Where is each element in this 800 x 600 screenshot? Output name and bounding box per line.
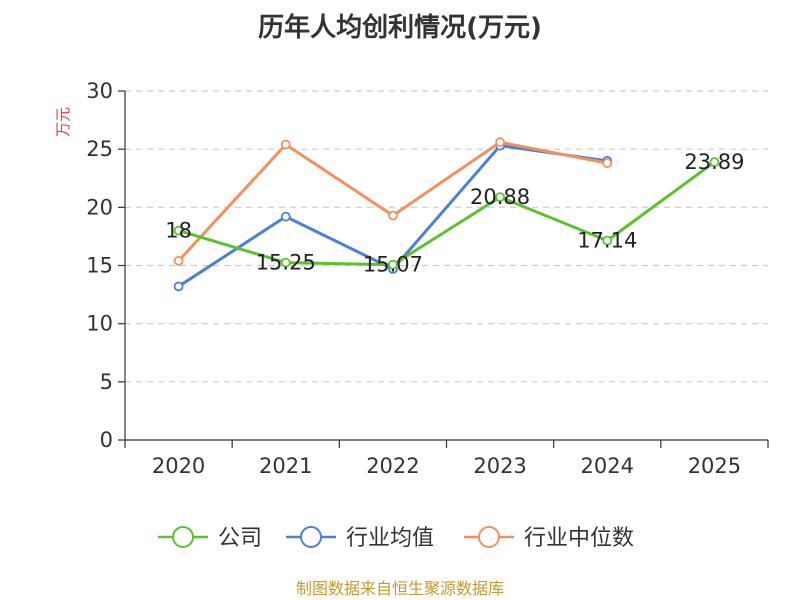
legend-label: 行业中位数 <box>524 526 634 551</box>
data-point-company <box>388 259 398 270</box>
data-label: 15.25 <box>256 251 316 275</box>
series-group <box>173 137 720 292</box>
data-point-company <box>602 235 613 246</box>
data-point-industry_median <box>602 158 613 169</box>
grid-lines <box>125 90 768 383</box>
data-labels: 18 15.25 15.07 20.88 17.14 23.89 <box>165 150 744 277</box>
y-axis-label: 万元 <box>54 107 72 137</box>
y-tick-label: 30 <box>86 79 113 103</box>
legend-marker-industry_avg <box>300 526 322 548</box>
y-tick-label: 10 <box>86 312 113 336</box>
x-tick-label: 2021 <box>259 454 312 478</box>
data-label: 20.88 <box>470 185 530 209</box>
x-tick-label: 2022 <box>366 454 419 478</box>
legend: 公司 行业均值 行业中位数 <box>158 526 634 551</box>
data-point-industry_median <box>280 139 291 150</box>
y-tick-label: 20 <box>86 195 113 219</box>
y-tick-label: 0 <box>100 428 113 452</box>
chart-title: 历年人均创利情况(万元) <box>258 12 542 43</box>
series-line-company <box>178 160 716 267</box>
legend-marker-company <box>172 526 194 548</box>
data-point-industry_avg <box>280 211 291 222</box>
data-point-company <box>495 192 505 202</box>
data-point-company <box>173 225 184 236</box>
y-tick-label: 15 <box>86 254 113 278</box>
data-point-industry_median <box>388 210 398 221</box>
data-point-industry_median <box>495 137 505 148</box>
x-tick-label: 2020 <box>152 454 205 478</box>
x-tick-label: 2024 <box>581 454 634 478</box>
legend-label: 行业均值 <box>346 526 434 551</box>
data-point-company <box>709 157 720 167</box>
source-note: 制图数据来自恒生聚源数据库 <box>296 579 504 598</box>
data-label: 15.07 <box>363 253 423 277</box>
data-label: 23.89 <box>684 150 744 174</box>
y-tick-label: 5 <box>100 370 113 394</box>
data-label: 18 <box>165 219 192 243</box>
legend-label: 公司 <box>218 526 262 551</box>
legend-marker-industry_median <box>478 526 500 548</box>
x-tick-label: 2023 <box>473 454 526 478</box>
y-tick-label: 25 <box>86 137 113 161</box>
data-label: 17.14 <box>577 229 637 253</box>
data-point-company <box>280 257 291 268</box>
data-point-industry_avg <box>173 281 184 292</box>
x-tick-label: 2025 <box>688 454 741 478</box>
data-point-industry_median <box>173 255 184 266</box>
